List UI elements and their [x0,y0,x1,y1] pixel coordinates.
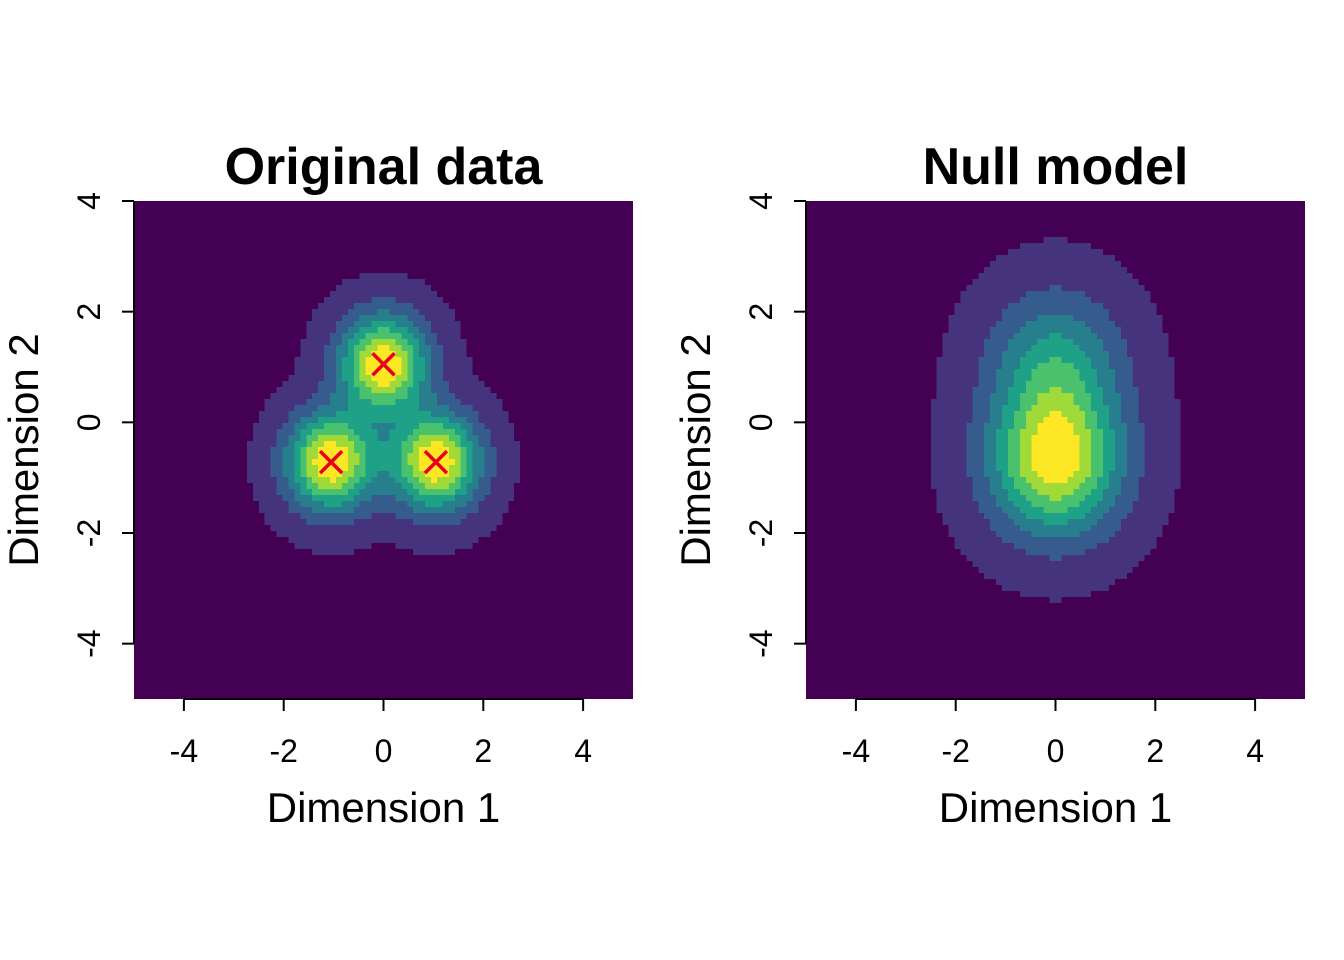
heatmap-raster [134,201,633,699]
y-tick-label: 0 [71,413,107,431]
y-axis-label: Dimension 2 [672,333,719,566]
y-tick-label: -2 [71,519,107,547]
y-tick-label: 0 [743,413,779,431]
marker-stroke [371,351,396,377]
x-tick-label: 4 [1246,733,1264,769]
x-tick-label: 2 [1146,733,1164,769]
y-tick-label: -2 [743,519,779,547]
x-tick-label: -4 [842,733,870,769]
y-tick-label: -4 [743,629,779,657]
chart-panel-1: Original data -4 -2 0 2 4 Dimension 1 -4 -2 0 2 4 Di… [0,138,633,831]
x-tick-label: 2 [474,733,492,769]
x-tick-label: -2 [941,733,969,769]
cluster-center-marker [318,449,344,475]
x-tick-label: 4 [574,733,592,769]
y-tick-label: -4 [71,629,107,657]
x-axis-label: Dimension 1 [939,784,1172,831]
chart-title: Null model [923,138,1189,196]
x-tick-label: -2 [269,733,297,769]
cluster-center-marker [423,449,449,475]
chart-panel-2: Null model -4 -2 0 2 4 Dimension 1 -4 -2 0 2 4 Dimen… [672,138,1305,831]
y-axis-label: Dimension 2 [0,333,47,566]
cluster-center-marker [371,351,396,377]
y-tick-label: 2 [743,303,779,321]
chart-title: Original data [225,138,544,196]
y-tick-label: 4 [743,192,779,210]
x-tick-label: 0 [375,733,393,769]
heatmap-raster [806,201,1305,699]
x-tick-label: 0 [1047,733,1065,769]
x-tick-label: -4 [170,733,198,769]
y-tick-label: 4 [71,192,107,210]
y-tick-label: 2 [71,303,107,321]
marker-stroke [318,449,344,475]
x-axis-label: Dimension 1 [267,784,500,831]
marker-stroke [423,449,449,475]
